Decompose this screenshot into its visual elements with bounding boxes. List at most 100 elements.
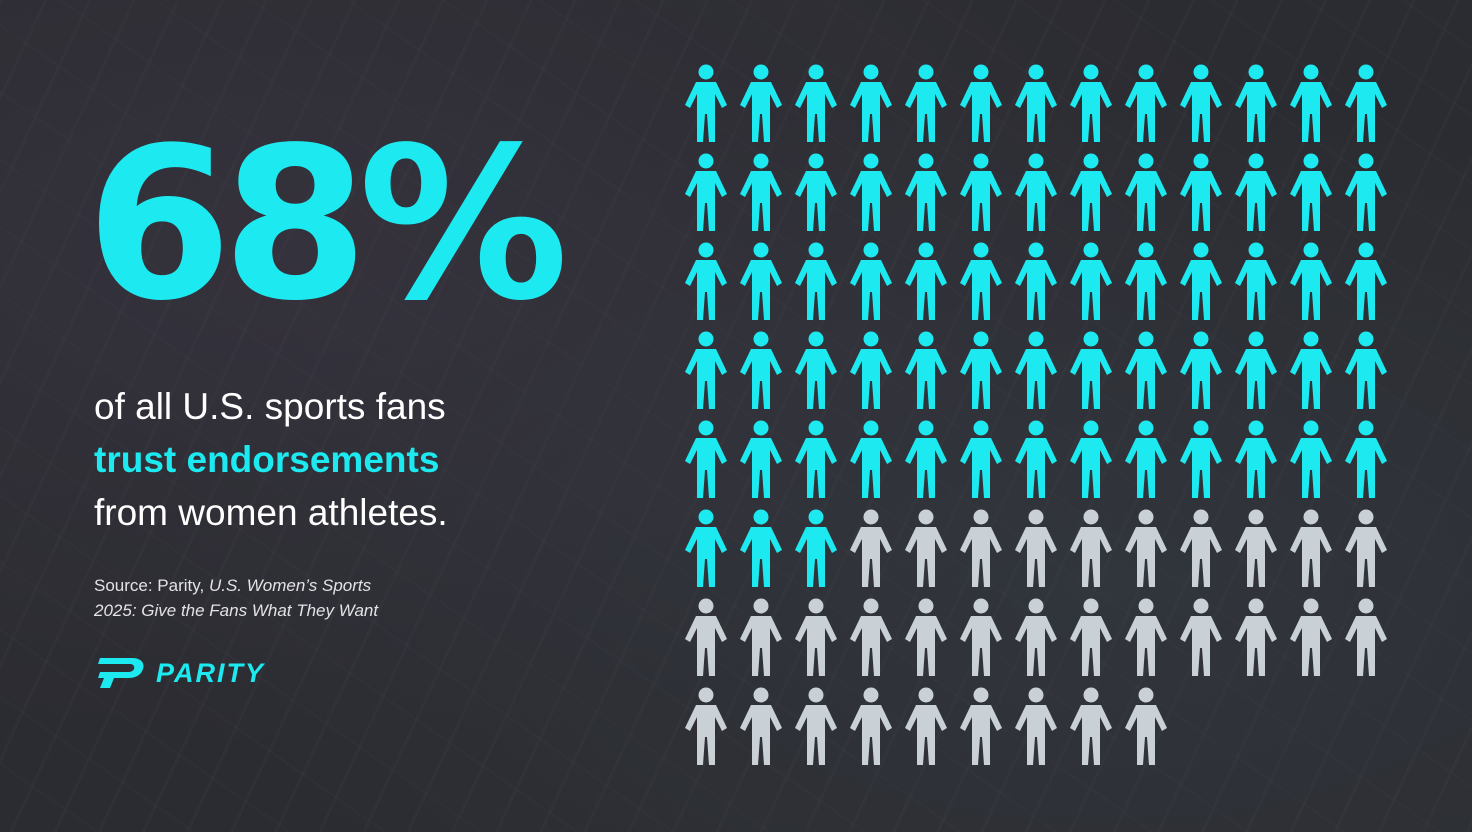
person-icon-highlighted: [905, 153, 947, 231]
person-icon-highlighted: [1070, 331, 1112, 409]
person-icon-highlighted: [685, 153, 727, 231]
person-icon-highlighted: [960, 331, 1002, 409]
person-icon: [1345, 509, 1387, 587]
person-icon: [1180, 509, 1222, 587]
person-icon-highlighted: [795, 242, 837, 320]
person-icon-highlighted: [740, 331, 782, 409]
person-icon-highlighted: [795, 509, 837, 587]
person-icon: [1290, 509, 1332, 587]
person-icon-highlighted: [685, 509, 727, 587]
person-icon-highlighted: [1015, 331, 1057, 409]
person-icon: [740, 687, 782, 765]
person-icon-highlighted: [795, 420, 837, 498]
person-icon-highlighted: [1290, 64, 1332, 142]
person-icon-highlighted: [1290, 331, 1332, 409]
stat-line-3: from women athletes.: [94, 492, 448, 533]
person-icon-highlighted: [1015, 420, 1057, 498]
person-icon-highlighted: [905, 331, 947, 409]
person-icon: [1125, 598, 1167, 676]
person-icon-highlighted: [960, 64, 1002, 142]
person-icon-highlighted: [960, 153, 1002, 231]
person-icon: [1125, 509, 1167, 587]
source-title-line-2: 2025: Give the Fans What They Want: [94, 601, 379, 620]
person-icon-highlighted: [685, 64, 727, 142]
person-icon-highlighted: [1235, 153, 1277, 231]
person-icon-highlighted: [1180, 242, 1222, 320]
person-icon-highlighted: [905, 242, 947, 320]
person-icon-highlighted: [685, 331, 727, 409]
person-icon: [685, 598, 727, 676]
person-icon: [1015, 598, 1057, 676]
person-icon-highlighted: [850, 242, 892, 320]
person-icon-highlighted: [1180, 64, 1222, 142]
person-icon-highlighted: [850, 153, 892, 231]
person-icon-highlighted: [1235, 420, 1277, 498]
person-icon-highlighted: [850, 331, 892, 409]
person-icon-highlighted: [685, 242, 727, 320]
person-icon-highlighted: [1290, 153, 1332, 231]
person-icon-highlighted: [1290, 242, 1332, 320]
person-icon: [960, 509, 1002, 587]
person-icon-highlighted: [795, 64, 837, 142]
person-icon-highlighted: [1070, 153, 1112, 231]
person-icon: [1070, 598, 1112, 676]
person-icon: [960, 687, 1002, 765]
person-icon-highlighted: [905, 64, 947, 142]
person-icon: [1015, 509, 1057, 587]
person-icon: [1015, 687, 1057, 765]
person-icon-highlighted: [960, 420, 1002, 498]
person-icon-highlighted: [1235, 64, 1277, 142]
person-icon: [1070, 509, 1112, 587]
person-icon-highlighted: [795, 153, 837, 231]
stat-line-1: of all U.S. sports fans: [94, 386, 446, 427]
parity-logo: PARITY: [94, 656, 265, 690]
person-icon-highlighted: [685, 420, 727, 498]
person-icon: [850, 509, 892, 587]
person-icon-highlighted: [740, 420, 782, 498]
person-icon-highlighted: [795, 331, 837, 409]
person-icon: [1235, 509, 1277, 587]
person-icon: [1235, 598, 1277, 676]
person-icon: [905, 687, 947, 765]
person-icon-highlighted: [1070, 64, 1112, 142]
person-icon-highlighted: [1125, 242, 1167, 320]
person-icon: [685, 687, 727, 765]
stat-value: 68%: [86, 102, 569, 347]
person-icon: [795, 598, 837, 676]
person-icon-highlighted: [1125, 153, 1167, 231]
source-prefix: Source: Parity,: [94, 576, 209, 595]
stat-description: of all U.S. sports fans trust endorsemen…: [94, 380, 646, 539]
person-icon-highlighted: [1015, 64, 1057, 142]
person-icon: [960, 598, 1002, 676]
person-icon: [850, 598, 892, 676]
person-icon: [740, 598, 782, 676]
person-icon-highlighted: [850, 420, 892, 498]
person-icon-highlighted: [740, 509, 782, 587]
person-icon-highlighted: [740, 153, 782, 231]
person-icon-highlighted: [1125, 331, 1167, 409]
person-icon-highlighted: [1070, 420, 1112, 498]
person-icon-highlighted: [1180, 420, 1222, 498]
person-icon-highlighted: [1345, 331, 1387, 409]
parity-logo-icon: [98, 658, 144, 688]
person-icon: [1180, 598, 1222, 676]
person-icon-highlighted: [1015, 242, 1057, 320]
person-icon-highlighted: [740, 64, 782, 142]
person-icon-highlighted: [1015, 153, 1057, 231]
person-icon-highlighted: [960, 242, 1002, 320]
person-icon: [905, 598, 947, 676]
person-icon: [1290, 598, 1332, 676]
stat-line-2-highlight: trust endorsements: [94, 439, 440, 480]
person-icon: [1070, 687, 1112, 765]
person-icon-highlighted: [1070, 242, 1112, 320]
person-icon-highlighted: [1345, 64, 1387, 142]
person-icon-highlighted: [1345, 153, 1387, 231]
person-icon-highlighted: [1235, 242, 1277, 320]
person-icon-highlighted: [1125, 64, 1167, 142]
person-icon-highlighted: [1180, 153, 1222, 231]
person-icon: [795, 687, 837, 765]
person-icon-highlighted: [1180, 331, 1222, 409]
source-citation: Source: Parity, U.S. Women’s Sports 2025…: [94, 573, 646, 623]
person-icon-highlighted: [1125, 420, 1167, 498]
